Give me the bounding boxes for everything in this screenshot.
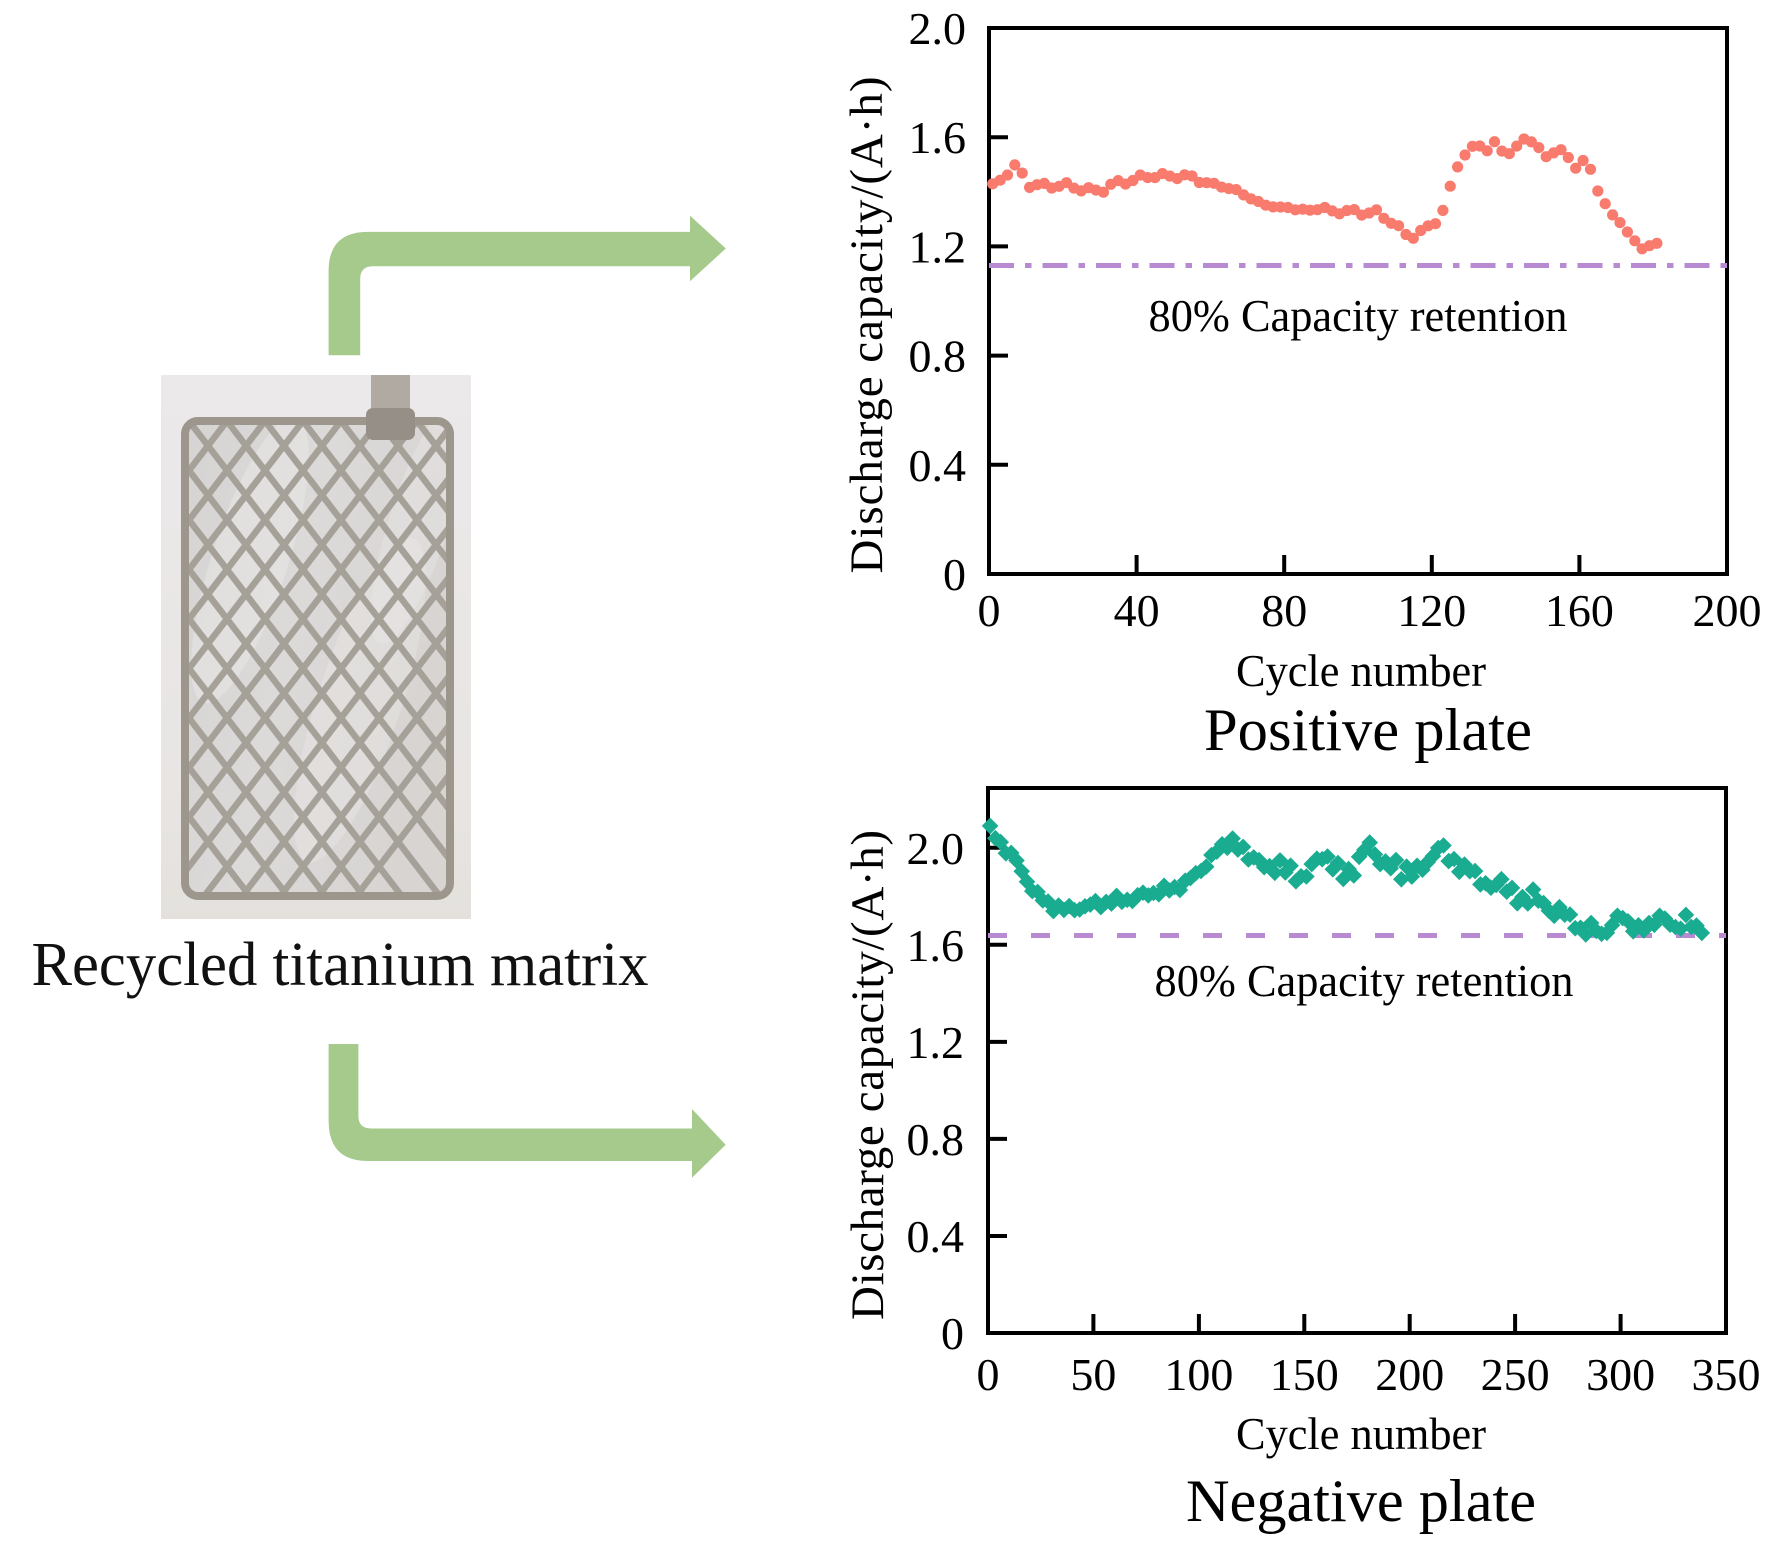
svg-text:0.4: 0.4: [909, 440, 967, 491]
svg-text:Negative plate: Negative plate: [1186, 1468, 1536, 1534]
svg-text:0.8: 0.8: [909, 331, 967, 382]
svg-text:Recycled titanium matrix: Recycled titanium matrix: [32, 931, 649, 999]
svg-text:200: 200: [1375, 1349, 1444, 1400]
svg-text:1.2: 1.2: [907, 1017, 965, 1068]
svg-text:Cycle number: Cycle number: [1236, 1409, 1486, 1459]
svg-text:300: 300: [1586, 1349, 1655, 1400]
svg-text:80% Capacity retention: 80% Capacity retention: [1149, 291, 1568, 341]
svg-text:Cycle number: Cycle number: [1236, 646, 1486, 696]
svg-text:120: 120: [1397, 585, 1466, 636]
svg-text:0: 0: [978, 585, 1001, 636]
svg-text:200: 200: [1693, 585, 1762, 636]
svg-text:1.2: 1.2: [909, 221, 967, 272]
svg-text:150: 150: [1270, 1349, 1339, 1400]
svg-text:0: 0: [941, 1308, 964, 1359]
svg-text:0.4: 0.4: [907, 1211, 965, 1262]
svg-text:40: 40: [1114, 585, 1160, 636]
svg-text:0.8: 0.8: [907, 1114, 965, 1165]
svg-text:250: 250: [1481, 1349, 1550, 1400]
svg-text:2.0: 2.0: [907, 823, 965, 874]
svg-text:80: 80: [1261, 585, 1307, 636]
svg-text:1.6: 1.6: [909, 112, 967, 163]
svg-text:160: 160: [1545, 585, 1614, 636]
svg-text:2.0: 2.0: [909, 3, 967, 54]
svg-text:1.6: 1.6: [907, 920, 965, 971]
svg-text:350: 350: [1692, 1349, 1761, 1400]
svg-text:0: 0: [977, 1349, 1000, 1400]
svg-text:0: 0: [943, 549, 966, 600]
svg-text:Discharge capacity/(A·h): Discharge capacity/(A·h): [841, 77, 893, 574]
svg-text:Discharge capacity/(A·h): Discharge capacity/(A·h): [842, 830, 894, 1320]
svg-text:Positive plate: Positive plate: [1204, 697, 1532, 763]
svg-text:100: 100: [1164, 1349, 1233, 1400]
svg-text:80% Capacity retention: 80% Capacity retention: [1155, 956, 1574, 1006]
svg-text:50: 50: [1070, 1349, 1116, 1400]
